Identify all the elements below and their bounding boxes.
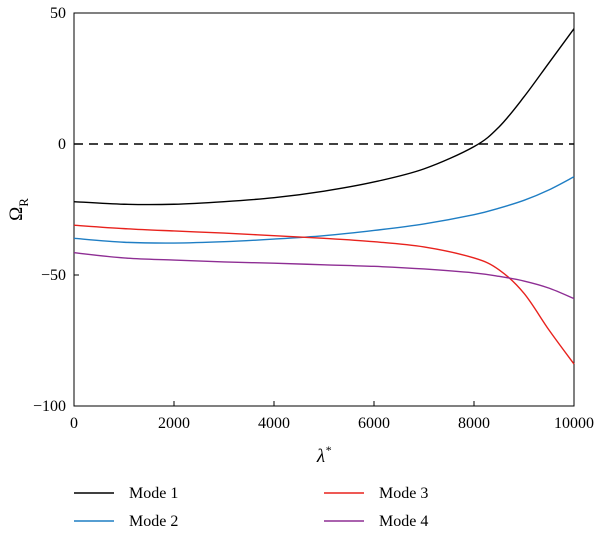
legend-item-mode-1: Mode 1 — [74, 485, 178, 502]
series-line-mode-4 — [73, 252, 575, 300]
legend-label: Mode 2 — [129, 513, 178, 530]
x-tick-label: 10000 — [554, 415, 594, 432]
y-tick-label: 50 — [50, 5, 66, 22]
legend-item-mode-2: Mode 2 — [74, 513, 178, 530]
x-tick-label: 8000 — [458, 415, 490, 432]
series-layer — [73, 28, 575, 365]
plot-frame — [73, 12, 575, 407]
plot-area — [73, 12, 575, 407]
y-tick-label: −100 — [33, 398, 66, 415]
series-line-mode-1 — [73, 28, 575, 206]
y-axis-title-sub: R — [16, 198, 31, 207]
x-axis-title-main: λ — [316, 446, 325, 467]
legend: Mode 1 Mode 2 Mode 3 Mode 4 — [74, 485, 428, 530]
legend-label: Mode 3 — [379, 485, 428, 502]
y-tick-label: −50 — [41, 267, 66, 284]
y-axis-title-main: Ω — [6, 207, 27, 221]
x-axis-title-sup: * — [325, 443, 331, 457]
y-axis-title: ΩR — [6, 198, 31, 221]
y-axis: 50 0 −50 −100 — [33, 5, 79, 415]
legend-label: Mode 1 — [129, 485, 178, 502]
x-tick-label: 4000 — [258, 415, 290, 432]
x-axis: 0 2000 4000 6000 8000 10000 — [70, 401, 594, 432]
y-tick-label: 0 — [58, 136, 66, 153]
legend-label: Mode 4 — [379, 513, 428, 530]
legend-item-mode-4: Mode 4 — [324, 513, 428, 530]
x-tick-label: 6000 — [358, 415, 390, 432]
series-line-mode-3 — [73, 224, 575, 365]
legend-item-mode-3: Mode 3 — [324, 485, 428, 502]
series-line-mode-2 — [73, 176, 575, 244]
x-axis-title: λ* — [316, 443, 331, 467]
x-tick-label: 2000 — [158, 415, 190, 432]
x-tick-label: 0 — [70, 415, 78, 432]
